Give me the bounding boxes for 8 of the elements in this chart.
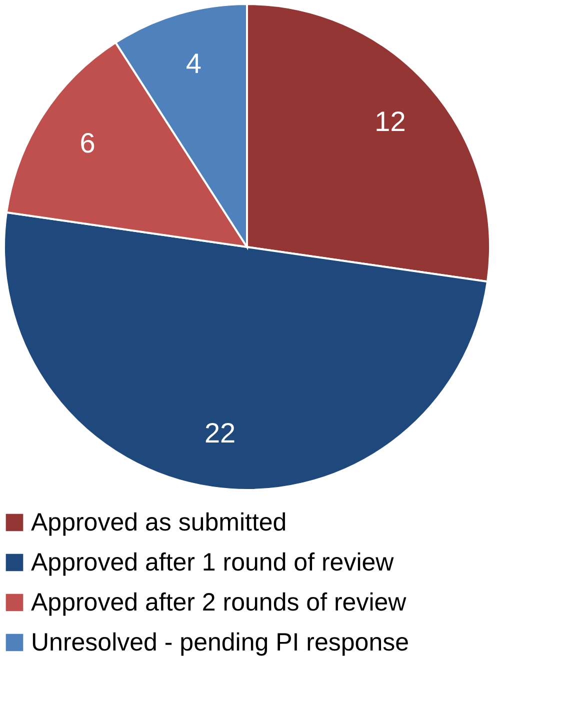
legend-label: Unresolved - pending PI response — [31, 628, 410, 656]
data-label: 12 — [374, 106, 406, 137]
data-label: 6 — [80, 128, 96, 159]
data-label: 22 — [204, 418, 236, 449]
legend-label: Approved as submitted — [31, 508, 287, 536]
legend-label: Approved after 1 round of review — [31, 548, 395, 576]
data-label: 4 — [186, 48, 202, 80]
legend-label: Approved after 2 rounds of review — [31, 588, 408, 616]
